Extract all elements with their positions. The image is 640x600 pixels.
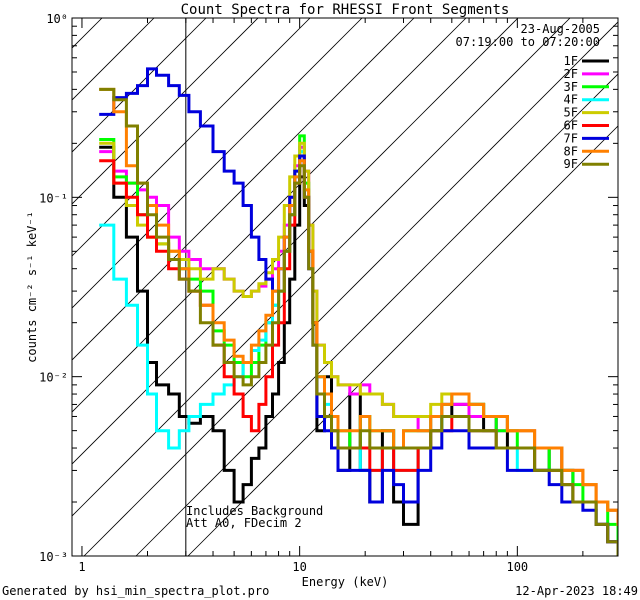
- hatch-line: [72, 18, 415, 361]
- legend-label-2F: 2F: [564, 67, 578, 81]
- hatch-line: [72, 18, 259, 205]
- hatch-line: [72, 18, 363, 309]
- series-4F: [99, 150, 618, 556]
- legend-label-7F: 7F: [564, 131, 578, 145]
- hatch-line: [72, 18, 155, 101]
- x-tick-label: 1: [78, 560, 85, 574]
- hatch-line: [72, 18, 311, 257]
- legend-time-range: 07:19:00 to 07:20:00: [456, 35, 601, 49]
- hatch-line: [187, 125, 618, 556]
- series-7F: [99, 67, 618, 556]
- legend-label-9F: 9F: [564, 157, 578, 171]
- y-tick-label: 10⁻²: [39, 371, 68, 385]
- plot-frame: [71, 17, 619, 557]
- hatch-line: [72, 18, 103, 49]
- hatch-line: [72, 18, 519, 465]
- series-9F: [99, 87, 618, 556]
- y-tick-label: 10⁻¹: [39, 191, 68, 205]
- y-axis-label: counts cm⁻² s⁻¹ keV⁻¹: [25, 211, 39, 363]
- hatch-line: [83, 21, 618, 556]
- series-6F: [99, 154, 618, 556]
- x-axis-label: Energy (keV): [302, 575, 389, 589]
- x-tick-label: 10: [292, 560, 306, 574]
- series-5F: [99, 141, 618, 526]
- legend-label-6F: 6F: [564, 119, 578, 133]
- axis-ticks: 1 10 100 10⁻³ 10⁻² 10⁻¹ 10⁰: [39, 12, 618, 574]
- annotation-background: Includes Background: [186, 504, 323, 518]
- x-tick-label: 100: [506, 560, 528, 574]
- legend-label-5F: 5F: [564, 106, 578, 120]
- y-tick-label: 10⁻³: [39, 550, 68, 564]
- chart-title: Count Spectra for RHESSI Front Segments: [181, 2, 510, 18]
- legend-label-4F: 4F: [564, 93, 578, 107]
- hatch-line: [72, 18, 467, 413]
- footer-timestamp: 12-Apr-2023 18:49: [515, 584, 638, 598]
- legend-label-8F: 8F: [564, 144, 578, 158]
- series-1F: [99, 145, 618, 556]
- series-8F: [99, 87, 618, 526]
- series-3F: [99, 134, 618, 544]
- y-tick-label: 10⁰: [46, 12, 68, 26]
- hatch-line: [72, 18, 207, 153]
- legend-date: 23-Aug-2005: [521, 22, 600, 36]
- legend-label-1F: 1F: [564, 54, 578, 68]
- series-2F: [99, 145, 618, 526]
- series-layer: [99, 67, 618, 556]
- legend-label-3F: 3F: [564, 80, 578, 94]
- hatch-line: [135, 73, 618, 556]
- annotation-attenuator: Att A0, FDecim 2: [186, 516, 302, 530]
- footer-generated-by: Generated by hsi_min_spectra_plot.pro: [2, 584, 269, 598]
- background-hatch-region: [72, 18, 618, 556]
